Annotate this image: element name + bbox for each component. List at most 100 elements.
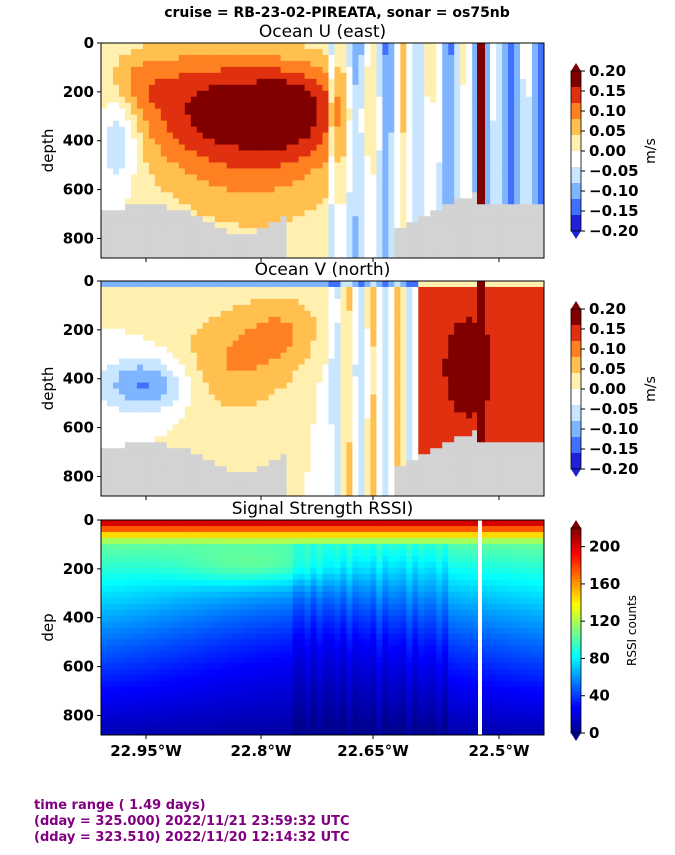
heatmap-cell <box>418 132 425 140</box>
heatmap-cell <box>274 222 282 229</box>
heatmap-cell <box>508 126 515 134</box>
heatmap-cell <box>268 84 276 92</box>
heatmap-cell <box>220 436 228 443</box>
heatmap-cell <box>496 150 503 158</box>
heatmap-cell <box>412 144 419 152</box>
heatmap-cell <box>124 281 132 288</box>
heatmap-cell <box>250 424 258 431</box>
heatmap-cell <box>358 72 366 80</box>
heatmap-cell <box>274 328 282 336</box>
heatmap-cell <box>340 334 348 342</box>
heatmap-cell <box>208 376 216 384</box>
heatmap-cell <box>166 90 174 98</box>
heatmap-cell <box>412 138 419 146</box>
heatmap-cell <box>136 168 144 175</box>
heatmap-cell <box>220 246 228 253</box>
heatmap-cell <box>130 448 138 455</box>
heatmap-cell <box>286 60 294 68</box>
heatmap-cell <box>454 322 461 330</box>
heatmap-cell <box>148 156 156 164</box>
heatmap-cell <box>394 132 401 140</box>
heatmap-cell <box>148 328 156 336</box>
heatmap-cell <box>250 174 258 181</box>
heatmap-cell <box>148 43 156 50</box>
heatmap-cell <box>268 281 276 288</box>
heatmap-cell <box>418 292 425 300</box>
heatmap-cell <box>184 388 192 396</box>
heatmap-cell <box>286 66 294 74</box>
heatmap-cell <box>196 334 204 342</box>
heatmap-cell <box>454 460 461 467</box>
heatmap-cell <box>412 120 419 128</box>
heatmap-cell <box>340 246 348 253</box>
heatmap-cell <box>328 174 336 181</box>
heatmap-cell <box>190 346 198 354</box>
heatmap-cell <box>208 96 216 104</box>
heatmap-cell <box>376 358 383 366</box>
heatmap-cell <box>106 436 114 443</box>
heatmap-cell <box>340 364 348 372</box>
heatmap-cell <box>130 150 138 158</box>
heatmap-cell <box>370 388 377 396</box>
heatmap-cell <box>352 216 360 223</box>
heatmap-cell <box>448 334 455 342</box>
heatmap-cell <box>388 222 395 229</box>
heatmap-cell <box>238 436 246 443</box>
heatmap-cell <box>244 281 252 288</box>
heatmap-cell <box>286 490 294 496</box>
heatmap-cell <box>268 430 276 437</box>
heatmap-cell <box>436 382 443 390</box>
heatmap-cell <box>454 340 461 348</box>
heatmap-cell <box>160 186 168 193</box>
heatmap-cell <box>334 222 342 229</box>
heatmap-cell <box>388 370 395 378</box>
heatmap-cell <box>418 234 425 241</box>
heatmap-cell <box>286 400 294 408</box>
heatmap-cell <box>454 364 461 372</box>
heatmap-cell <box>286 484 294 491</box>
heatmap-cell <box>214 418 222 425</box>
heatmap-cell <box>196 246 204 253</box>
heatmap-cell <box>268 240 276 247</box>
heatmap-cell <box>298 328 306 336</box>
heatmap-cell <box>208 460 216 467</box>
heatmap-cell <box>160 120 168 128</box>
heatmap-cell <box>310 364 318 372</box>
heatmap-cell <box>340 102 348 110</box>
heatmap-cell <box>232 298 240 306</box>
heatmap-cell <box>130 430 138 437</box>
heatmap-cell <box>148 108 156 116</box>
heatmap-cell <box>101 346 108 354</box>
heatmap-cell <box>328 198 336 205</box>
heatmap-cell <box>358 54 366 62</box>
heatmap-cell <box>118 424 126 431</box>
heatmap-cell <box>238 78 246 86</box>
heatmap-cell <box>154 382 162 390</box>
heatmap-cell <box>424 252 431 258</box>
heatmap-cell <box>532 126 539 134</box>
heatmap-cell <box>334 204 342 211</box>
heatmap-cell <box>376 216 383 223</box>
heatmap-cell <box>244 394 252 402</box>
heatmap-cell <box>538 114 544 122</box>
heatmap-cell <box>184 222 192 229</box>
heatmap-cell <box>376 72 383 80</box>
heatmap-cell <box>322 114 330 122</box>
heatmap-cell <box>220 448 228 455</box>
heatmap-cell <box>304 442 312 449</box>
heatmap-cell <box>352 84 360 92</box>
heatmap-cell <box>208 400 216 408</box>
heatmap-cell <box>502 204 509 211</box>
heatmap-cell <box>460 346 467 354</box>
heatmap-cell <box>124 90 132 98</box>
heatmap-cell <box>256 228 264 235</box>
heatmap-cell <box>490 162 497 170</box>
colorbar-tick-label: 0.20 <box>589 62 626 80</box>
heatmap-cell <box>436 412 443 419</box>
heatmap-cell <box>286 43 294 50</box>
heatmap-cell <box>448 292 455 300</box>
heatmap-cell <box>112 322 120 330</box>
heatmap-cell <box>508 156 515 164</box>
heatmap-cell <box>394 292 401 300</box>
heatmap-cell <box>460 472 467 479</box>
